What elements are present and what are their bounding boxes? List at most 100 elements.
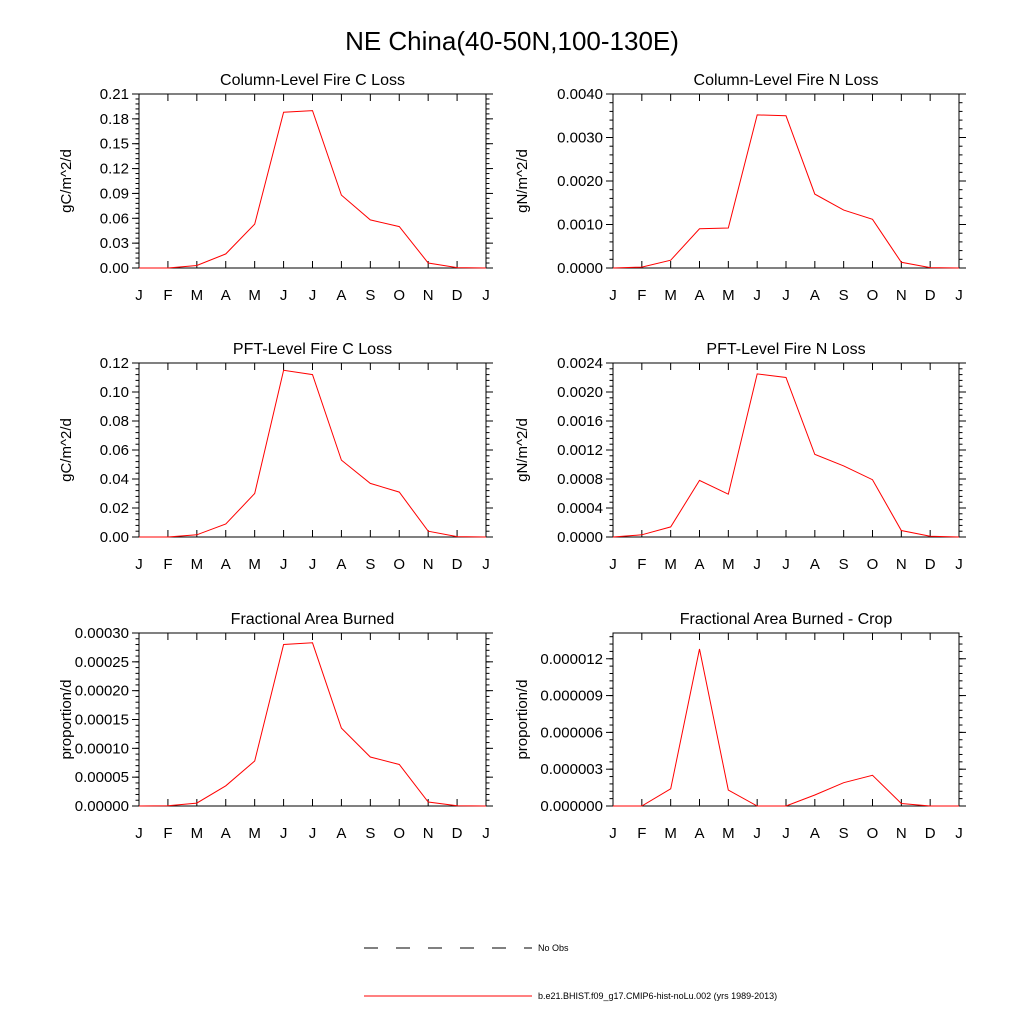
plot-frame [612, 632, 960, 807]
x-tick-label: M [722, 287, 735, 304]
x-tick-label: J [753, 825, 761, 842]
x-tick-label: A [221, 556, 231, 573]
y-axis-label: gN/m^2/d [514, 149, 531, 213]
chart-title: PFT-Level Fire C Loss [233, 341, 392, 358]
y-tick-label: 0.04 [100, 471, 129, 488]
y-tick-label: 0.00020 [75, 683, 129, 700]
y-tick-label: 0.000000 [540, 798, 603, 815]
x-tick-label: M [664, 287, 677, 304]
y-tick-label: 0.00015 [75, 712, 129, 729]
x-tick-label: N [896, 556, 907, 573]
x-tick-label: J [135, 287, 143, 304]
x-tick-label: F [637, 825, 646, 842]
y-tick-label: 0.12 [100, 161, 129, 178]
chart-title: Column-Level Fire N Loss [694, 72, 879, 89]
x-tick-label: J [782, 556, 790, 573]
series-line [139, 369, 487, 538]
y-tick-label: 0.08 [100, 413, 129, 430]
x-tick-label: J [955, 556, 963, 573]
plot-frame [138, 93, 487, 269]
x-tick-label: M [664, 556, 677, 573]
x-tick-label: D [925, 287, 936, 304]
y-tick-label: 0.000006 [540, 724, 603, 741]
chart-title: Column-Level Fire C Loss [220, 72, 405, 89]
legend-item-no-obs: No Obs [364, 943, 569, 953]
y-tick-label: 0.0024 [557, 355, 603, 372]
chart-title: PFT-Level Fire N Loss [706, 341, 865, 358]
x-tick-label: J [609, 825, 617, 842]
y-tick-label: 0.09 [100, 185, 129, 202]
x-tick-label: M [248, 556, 261, 573]
x-tick-label: S [839, 287, 849, 304]
y-tick-label: 0.00025 [75, 654, 129, 671]
y-tick-label: 0.00 [100, 260, 129, 277]
y-tick-label: 0.21 [100, 86, 129, 103]
x-tick-label: J [609, 556, 617, 573]
y-tick-label: 0.0030 [557, 130, 603, 147]
x-tick-label: J [753, 556, 761, 573]
x-tick-label: J [280, 556, 288, 573]
y-tick-label: 0.02 [100, 500, 129, 517]
x-tick-label: N [423, 825, 434, 842]
x-tick-label: J [135, 556, 143, 573]
x-tick-label: S [839, 556, 849, 573]
x-tick-label: J [280, 825, 288, 842]
x-tick-label: F [637, 287, 646, 304]
x-tick-label: S [365, 287, 375, 304]
y-tick-label: 0.03 [100, 235, 129, 252]
plot-frame [612, 93, 960, 269]
x-tick-label: N [423, 556, 434, 573]
y-tick-label: 0.15 [100, 136, 129, 153]
x-tick-label: N [896, 825, 907, 842]
y-tick-label: 0.00010 [75, 740, 129, 757]
y-tick-label: 0.0004 [557, 500, 603, 517]
x-tick-label: A [336, 556, 346, 573]
series-line [612, 373, 960, 538]
y-tick-label: 0.0000 [557, 260, 603, 277]
x-tick-label: J [955, 287, 963, 304]
y-tick-label: 0.0008 [557, 471, 603, 488]
legend-label-no-obs: No Obs [538, 943, 569, 953]
plot-frame [612, 362, 960, 538]
x-tick-label: D [925, 825, 936, 842]
x-tick-label: O [867, 825, 879, 842]
y-tick-label: 0.10 [100, 384, 129, 401]
y-tick-label: 0.00005 [75, 769, 129, 786]
y-tick-label: 0.0020 [557, 173, 603, 190]
y-tick-label: 0.0010 [557, 217, 603, 234]
chart-title: Fractional Area Burned - Crop [680, 611, 893, 628]
x-tick-label: A [810, 825, 820, 842]
y-axis-label: proportion/d [58, 679, 75, 759]
x-tick-label: A [336, 825, 346, 842]
x-tick-label: A [221, 287, 231, 304]
x-tick-label: J [482, 556, 490, 573]
x-tick-label: M [191, 556, 204, 573]
x-tick-label: O [393, 825, 405, 842]
x-tick-label: D [452, 556, 463, 573]
x-tick-label: J [309, 287, 317, 304]
y-tick-label: 0.00000 [75, 798, 129, 815]
y-tick-label: 0.0016 [557, 413, 603, 430]
y-tick-label: 0.00 [100, 529, 129, 546]
plot-frame [138, 632, 487, 807]
x-tick-label: D [452, 825, 463, 842]
x-tick-label: J [482, 825, 490, 842]
x-tick-label: D [452, 287, 463, 304]
series-line [613, 648, 959, 807]
y-axis-label: gC/m^2/d [58, 418, 75, 482]
series-line [139, 110, 487, 269]
y-tick-label: 0.000012 [540, 651, 603, 668]
y-tick-label: 0.0020 [557, 384, 603, 401]
y-tick-label: 0.0040 [557, 86, 603, 103]
x-tick-label: O [393, 287, 405, 304]
x-tick-label: M [722, 556, 735, 573]
y-tick-label: 0.18 [100, 111, 129, 128]
y-axis-label: gN/m^2/d [514, 418, 531, 482]
y-tick-label: 0.00030 [75, 625, 129, 642]
x-tick-label: N [423, 287, 434, 304]
